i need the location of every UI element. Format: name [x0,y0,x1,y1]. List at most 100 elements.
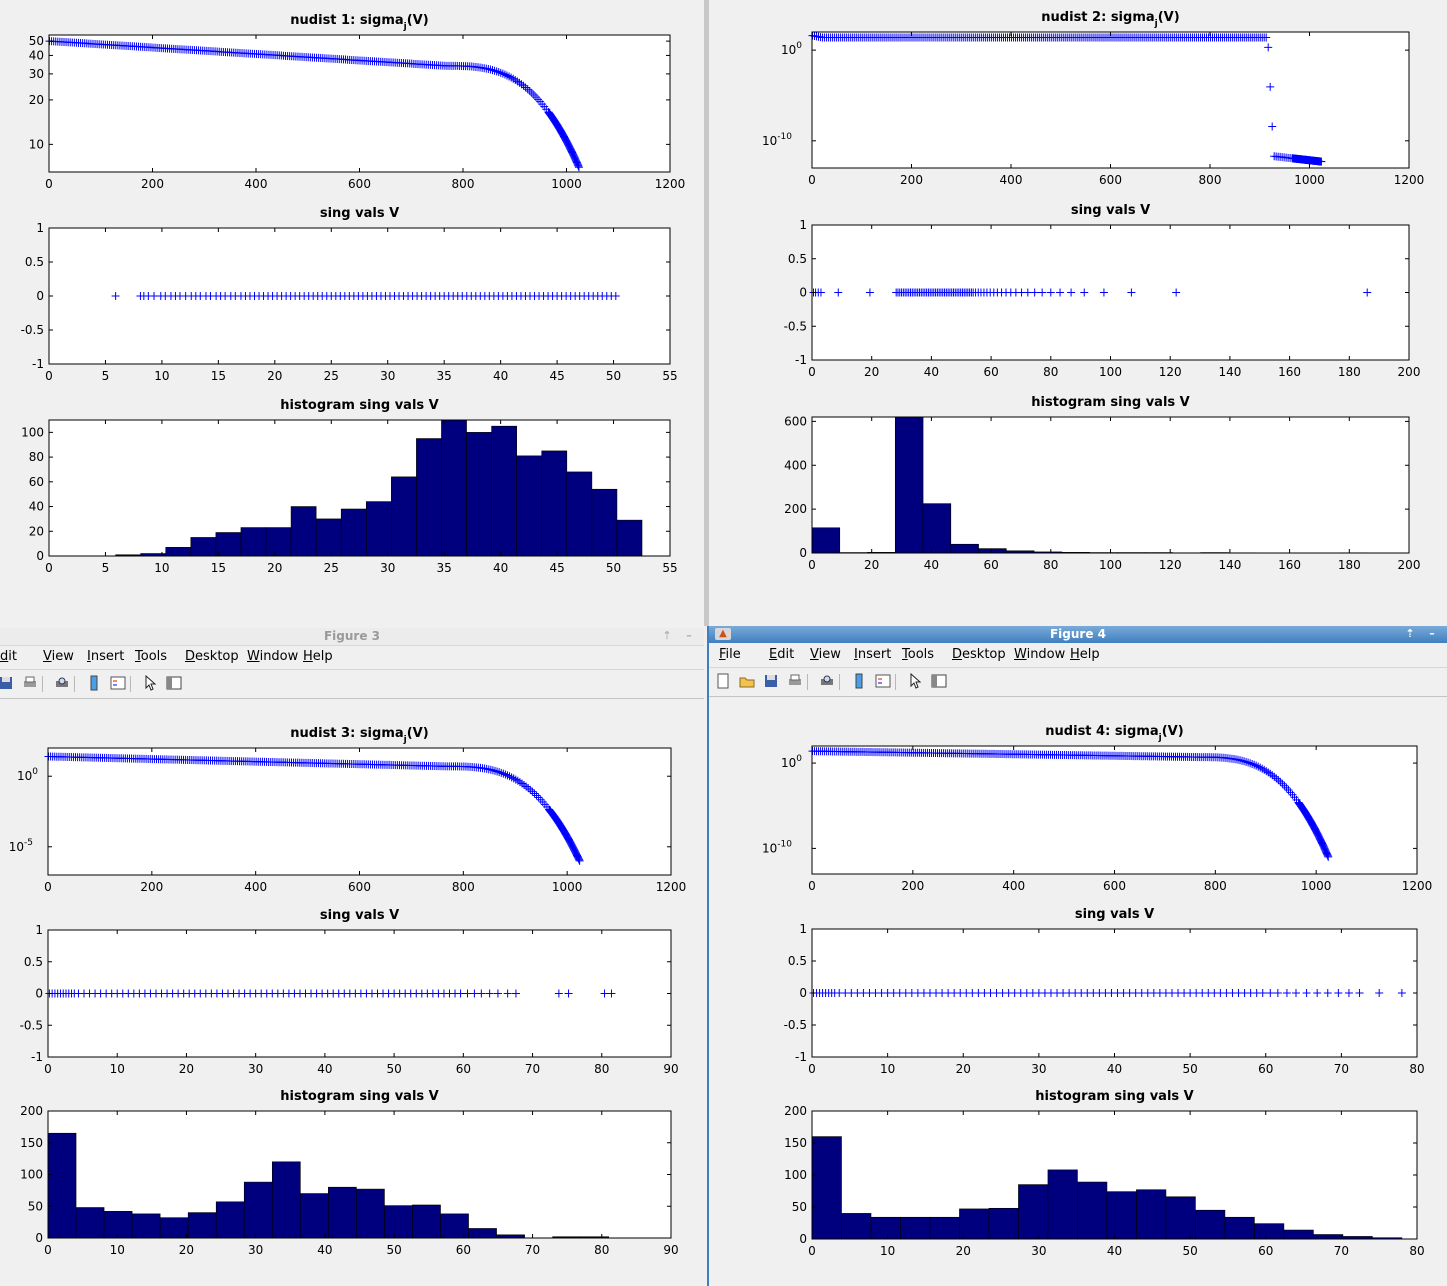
y-tick-label: 50 [29,34,44,48]
data-point-marker [499,769,508,778]
histogram-bar [1047,1169,1078,1240]
data-point-marker [1272,774,1281,783]
data-point-marker [568,148,577,157]
menu-desktop[interactable]: Desktop [952,647,1006,662]
histogram-bar [900,1216,931,1240]
data-point-marker [1266,82,1275,91]
x-tick-label: 10 [110,1062,125,1076]
y-tick-label: 1 [799,218,807,232]
x-tick-label: 40 [317,1243,332,1257]
axes-background [812,32,1409,168]
menu-view[interactable]: View [810,647,841,662]
menu-file[interactable]: File [719,647,741,662]
figure-3-titlebar[interactable]: Figure 3 ⇡ – [0,628,704,646]
property-editor-icon[interactable] [931,673,947,689]
data-point-marker [528,787,537,796]
open-icon[interactable] [739,673,755,689]
x-tick-label: 25 [324,561,339,575]
y-tick-label: 0 [36,549,44,563]
x-tick-label: 60 [1258,1062,1273,1076]
data-point-marker [511,76,520,85]
data-point-marker [1278,779,1287,788]
data-point-marker [507,773,516,782]
data-point-marker [1258,989,1267,997]
maximize-icon[interactable]: ⇡ [1405,627,1415,640]
histogram-bar [988,1207,1019,1240]
y-tick-label: 1 [799,922,807,936]
menu-tools[interactable]: Tools [135,649,168,664]
data-point-marker [1397,989,1406,997]
colorbar-icon[interactable] [86,675,102,691]
x-tick-label: 50 [1182,1062,1197,1076]
minimize-icon[interactable]: – [686,629,692,642]
menu-edit[interactable]: Edit [769,647,795,662]
figure-3-toolbar [0,669,704,699]
menu-dit[interactable]: dit [0,649,17,664]
data-point-marker [511,775,520,784]
save-icon[interactable] [763,673,779,689]
data-point-marker [834,288,843,297]
x-tick-label: 55 [662,369,677,383]
y-tick-label: -0.5 [784,1018,807,1032]
legend-icon[interactable] [110,675,126,691]
y-tick-label: 1 [35,923,43,937]
x-tick-label: 10 [110,1243,125,1257]
menu-view[interactable]: View [43,649,74,664]
x-tick-label: 45 [549,369,564,383]
new-figure-icon[interactable] [715,673,731,689]
menu-insert[interactable]: Insert [87,649,125,664]
menu-help[interactable]: Help [1070,647,1100,662]
pointer-icon[interactable] [907,672,923,689]
x-tick-label: 20 [956,1062,971,1076]
x-tick-label: 50 [386,1243,401,1257]
menu-window[interactable]: Window [247,649,299,664]
menu-desktop[interactable]: Desktop [185,649,239,664]
x-tick-label: 800 [1199,173,1222,187]
x-tick-label: 90 [663,1243,678,1257]
save-icon[interactable] [0,675,14,691]
x-tick-label: 30 [1031,1062,1046,1076]
histogram-bar [47,1132,77,1239]
data-point-marker [492,67,501,76]
x-tick-label: 15 [211,561,226,575]
property-editor-icon[interactable] [166,675,182,691]
legend-icon[interactable] [875,673,891,689]
histogram-bar [1106,1191,1137,1240]
data-point-marker [564,989,573,998]
x-tick-label: 400 [245,177,268,191]
data-point-marker [486,765,495,774]
print-icon[interactable] [787,673,803,689]
y-tick-label: 30 [29,67,44,81]
axes-background [812,746,1417,874]
histogram-bar [1077,1181,1108,1240]
figure-4-titlebar[interactable]: ▲ Figure 4 ⇡ – [709,626,1447,643]
data-point-marker [1264,768,1273,777]
histogram-bar [215,1201,245,1239]
print-icon[interactable] [22,675,38,691]
x-tick-label: 10 [880,1062,895,1076]
histogram-bar [959,1208,990,1240]
menu-tools[interactable]: Tools [902,647,935,662]
chart-title: histogram sing vals V [280,1089,438,1104]
data-point-marker [1317,157,1326,166]
histogram-bar [416,438,442,557]
maximize-icon[interactable]: ⇡ [662,629,672,642]
data-point-marker [572,850,581,859]
print-preview-icon[interactable] [54,675,70,691]
y-tick-label: 0 [799,546,807,560]
matlab-logo-icon: ▲ [715,628,731,640]
x-tick-label: 1200 [1402,879,1433,893]
histogram-bar [315,518,342,557]
print-preview-icon[interactable] [819,673,835,689]
menu-help[interactable]: Help [303,649,333,664]
menu-window[interactable]: Window [1014,647,1066,662]
y-tick-label: 0 [799,986,807,1000]
chart-title: nudist 3: sigmaj(V) [290,726,428,745]
pointer-icon[interactable] [142,674,158,691]
menu-insert[interactable]: Insert [854,647,892,662]
x-tick-label: 1200 [1394,173,1425,187]
minimize-icon[interactable]: – [1429,627,1435,640]
colorbar-icon[interactable] [851,673,867,689]
